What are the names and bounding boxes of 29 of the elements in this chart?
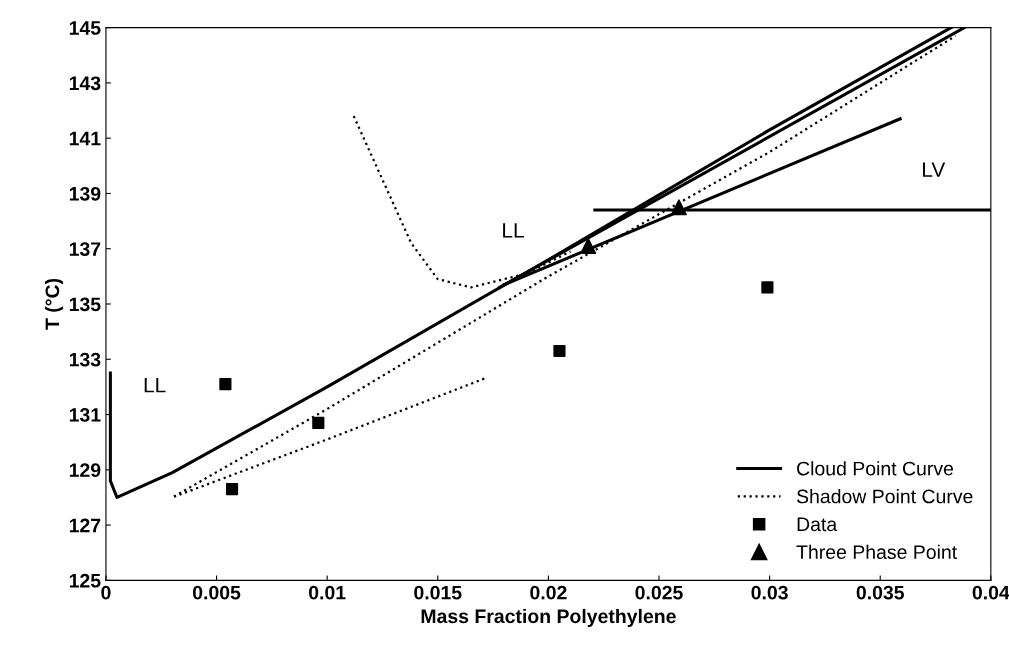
annotation: LV [923,162,946,177]
y-tick-label: 131 [69,408,101,422]
y-tick-label: 141 [69,131,101,146]
x-tick-label: 0.02 [530,585,567,600]
x-tick-label: 0.015 [414,585,462,600]
y-tick-label: 143 [69,76,101,91]
y-tick-label: 127 [69,518,101,533]
annotation: LL [144,377,166,393]
x-tick-label: 0.03 [751,585,788,600]
legend-label: Shadow Point Curve [796,489,973,504]
legend-label: Cloud Point Curve [797,461,954,476]
y-tick-label: 145 [69,21,101,35]
x-tick-label: 0.01 [309,585,346,600]
legend-label: Three Phase Point [796,544,957,560]
annotation: LL [503,223,524,238]
y-tick-label: 125 [69,573,101,588]
y-tick-label: 129 [69,463,101,478]
y-tick-label: 135 [69,297,101,312]
x-axis-title: Mass Fraction Polyethylene [421,608,676,628]
x-tick-label: 0.025 [635,585,683,600]
x-tick-label: 0 [101,585,111,600]
y-axis-title: T (°C) [44,278,64,330]
x-tick-label: 0.005 [193,585,241,600]
legend-label: Data [797,517,838,532]
x-tick-label: 0.035 [856,585,905,600]
y-tick-label: 137 [69,242,101,256]
x-tick-label: 0.04 [972,585,1009,600]
y-tick-label: 139 [69,186,101,201]
y-tick-label: 133 [69,352,101,367]
